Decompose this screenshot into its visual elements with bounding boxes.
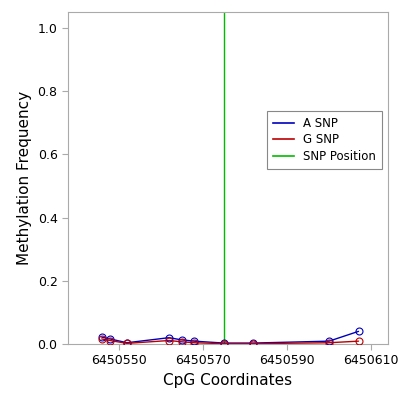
Y-axis label: Methylation Frequency: Methylation Frequency	[17, 91, 32, 265]
Legend: A SNP, G SNP, SNP Position: A SNP, G SNP, SNP Position	[267, 111, 382, 169]
X-axis label: CpG Coordinates: CpG Coordinates	[164, 373, 292, 388]
